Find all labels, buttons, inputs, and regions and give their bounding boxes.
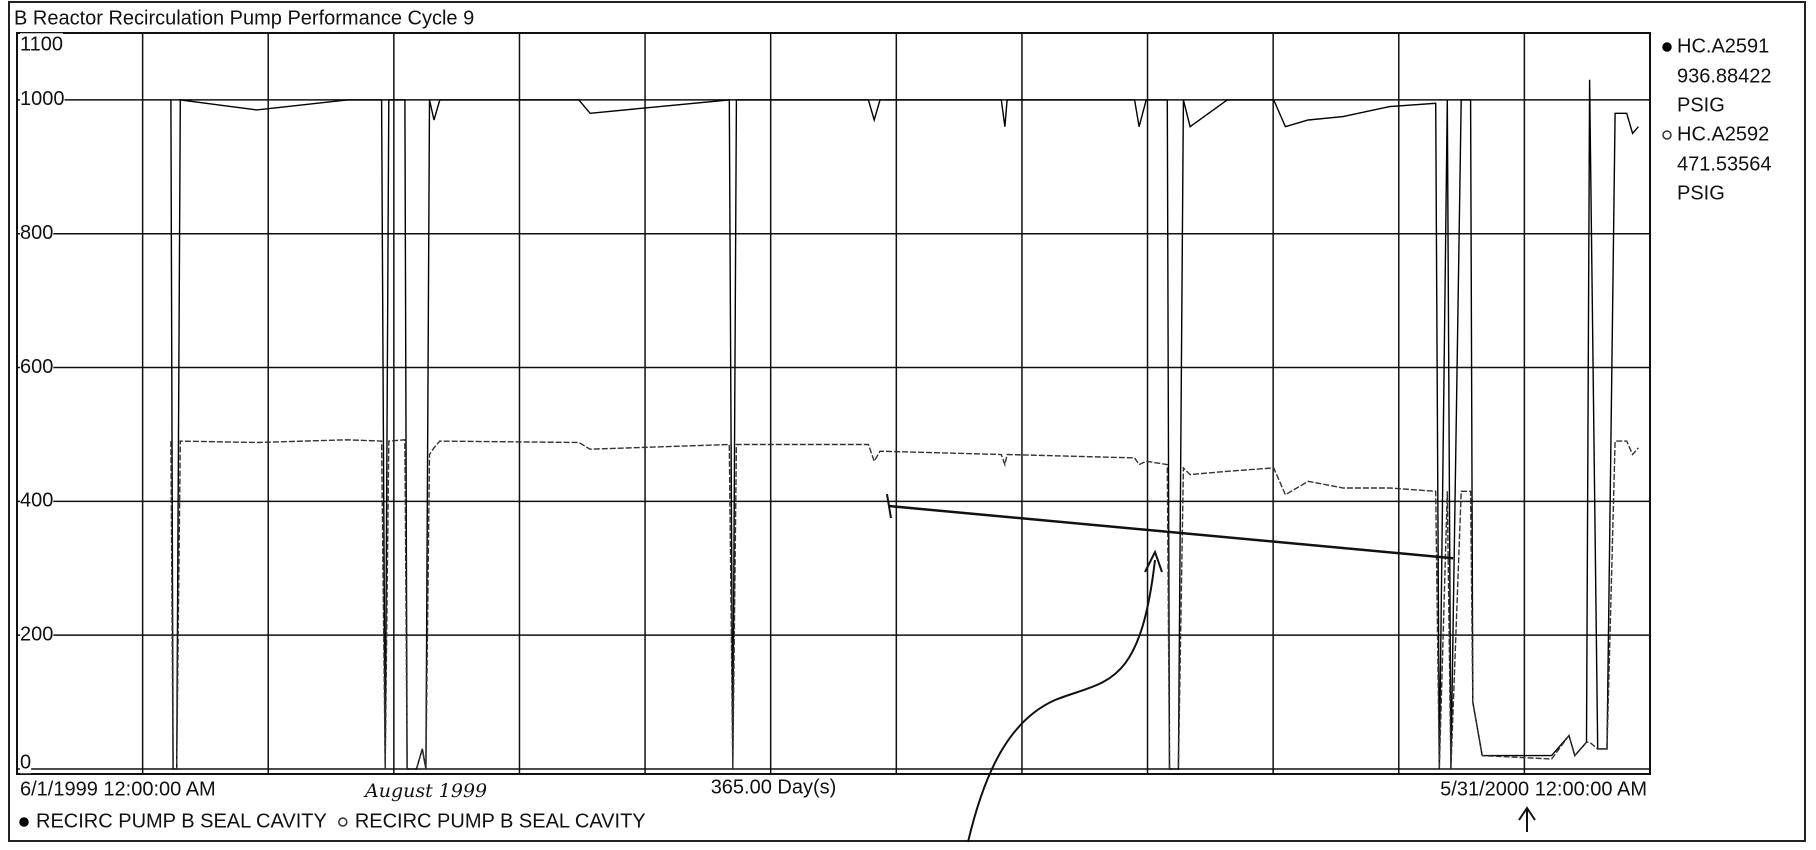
x-tick-label: 6/1/1999 12:00:00 AM (20, 778, 216, 800)
legend-description: RECIRC PUMP B SEAL CAVITY (355, 810, 646, 832)
series-line (170, 439, 1639, 770)
y-tick-label: 0 (20, 751, 31, 773)
trend-line (888, 504, 1454, 560)
label-background (20, 355, 54, 378)
y-tick-label: 600 (20, 356, 53, 378)
annotation: August 1999 (363, 780, 487, 802)
label-background (20, 623, 54, 646)
window-frame (8, 1, 1806, 842)
x-span-label: 365.00 Day(s) (711, 776, 837, 798)
label-background (20, 88, 65, 111)
label-background (20, 489, 54, 512)
label-background (20, 751, 32, 774)
legend-description: RECIRC PUMP B SEAL CAVITY (36, 810, 327, 832)
chart-title: B Reactor Recirculation Pump Performance… (14, 7, 474, 29)
y-tick-label: 400 (20, 490, 53, 512)
series-line (170, 79, 1639, 770)
trend-tick (885, 493, 892, 519)
y-tick-label: 1000 (20, 88, 65, 110)
label-background (20, 33, 64, 56)
label-background (20, 222, 54, 245)
legend-marker (19, 817, 29, 827)
y-tick-label: 1100 (20, 33, 63, 55)
legend-marker (1662, 42, 1672, 52)
y-tick-label: 200 (20, 623, 53, 645)
legend-name: HC.A2592 (1677, 123, 1769, 145)
x-tick-label: 5/31/2000 12:00:00 AM (1440, 778, 1647, 800)
arrow-head (1144, 549, 1163, 573)
y-tick-label: 800 (20, 222, 53, 244)
legend-unit: PSIG (1677, 94, 1725, 116)
hand-drawn-arrow (1518, 806, 1536, 832)
legend-unit: PSIG (1677, 182, 1725, 204)
legend-marker (338, 817, 348, 827)
legend-value: 471.53564 (1677, 153, 1772, 175)
legend-value: 936.88422 (1677, 65, 1772, 87)
hand-drawn-arrow (967, 559, 1156, 843)
legend-marker (1662, 130, 1672, 140)
legend-name: HC.A2591 (1677, 35, 1769, 57)
